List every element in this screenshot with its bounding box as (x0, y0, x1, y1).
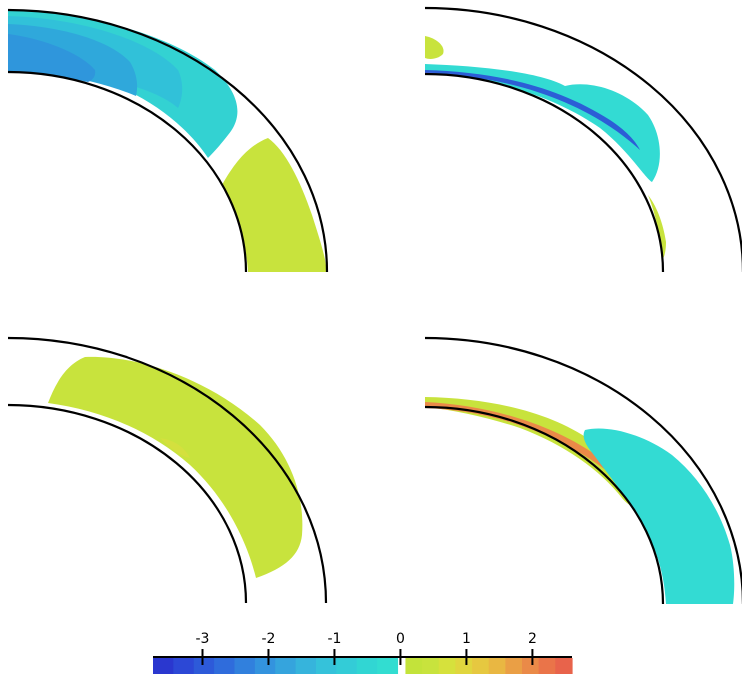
colorbar-cell-positive (455, 658, 473, 674)
colorbar-cell-negative (336, 658, 358, 674)
boundary-inner (7, 70, 248, 273)
colorbar-cell-negative (356, 658, 378, 674)
panel-top-left (7, 8, 329, 273)
colorbar: -3 -2 -1 0 1 2 (153, 631, 573, 674)
colorbar-cell-negative (295, 658, 317, 674)
colorbar-tick-label: 1 (462, 631, 471, 647)
panel-bottom-left (7, 336, 328, 604)
colorbar-cell-positive (522, 658, 540, 674)
colorbar-gradient (153, 658, 573, 674)
colorbar-ticks: -3 -2 -1 0 1 2 (196, 631, 537, 665)
contour-region (425, 64, 660, 182)
contour-region (425, 36, 444, 59)
colorbar-cell-positive (555, 658, 573, 674)
colorbar-cell-negative (275, 658, 297, 674)
colorbar-cell-negative (153, 658, 174, 674)
colorbar-cell-negative (315, 658, 337, 674)
colorbar-cell-positive (488, 658, 506, 674)
boundary-outer (424, 336, 742, 605)
contour-region (48, 356, 303, 578)
colorbar-cell-positive (472, 658, 490, 674)
colorbar-cell-negative (234, 658, 256, 674)
colorbar-cell-negative (254, 658, 276, 674)
boundary-outer (424, 6, 742, 273)
colorbar-cell-negative (193, 658, 215, 674)
contour-region (8, 34, 96, 82)
colorbar-cell-positive (405, 658, 423, 674)
colorbar-cell-negative (214, 658, 236, 674)
contour-region (160, 438, 190, 458)
colorbar-cell-positive (422, 658, 440, 674)
colorbar-cell-positive (538, 658, 556, 674)
contour-region (583, 428, 735, 604)
boundary-inner (424, 72, 665, 273)
colorbar-cell-negative (173, 658, 195, 674)
colorbar-tick-label: -3 (196, 631, 210, 647)
colorbar-cell-positive (505, 658, 523, 674)
colorbar-tick-label: 2 (528, 631, 537, 647)
boundary-inner (424, 405, 665, 605)
panel-bottom-right (424, 336, 742, 605)
boundary-inner (7, 403, 248, 604)
colorbar-cell-negative (377, 658, 399, 674)
colorbar-cell-positive (438, 658, 457, 674)
contour-region (425, 70, 640, 150)
colorbar-tick-label: -2 (261, 631, 275, 647)
panel-top-right (424, 6, 742, 273)
boundary-outer (7, 8, 329, 273)
boundary-outer (7, 336, 328, 604)
contour-region (222, 138, 327, 272)
colorbar-tick-label: 0 (396, 631, 405, 647)
colorbar-tick-label: -1 (327, 631, 341, 647)
